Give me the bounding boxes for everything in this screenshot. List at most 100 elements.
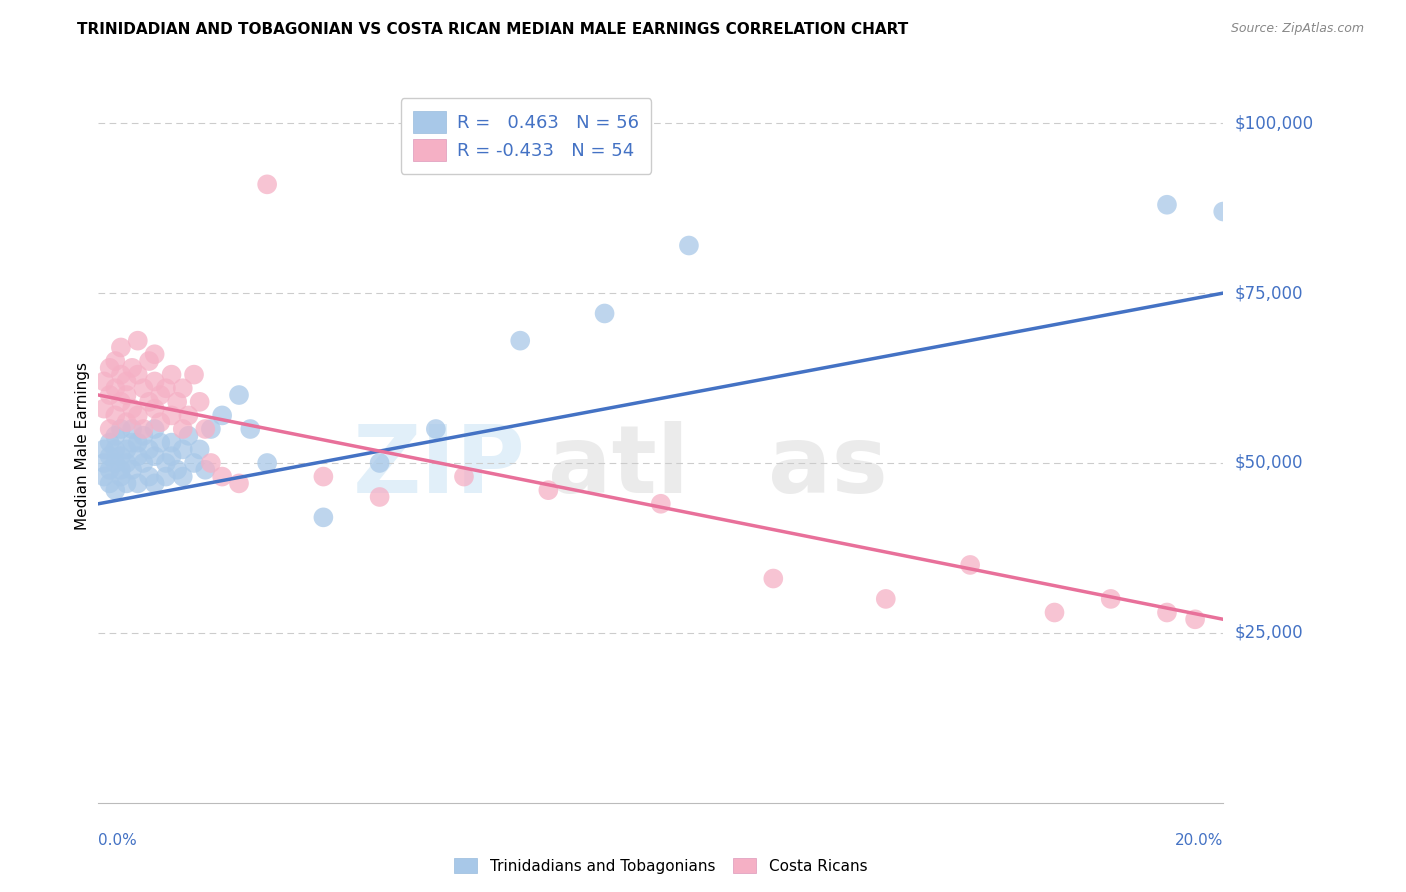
Point	[93, 401, 115, 416]
Point	[166, 463, 188, 477]
Point	[762, 572, 785, 586]
Point	[104, 381, 127, 395]
Legend: Trinidadians and Tobagonians, Costa Ricans: Trinidadians and Tobagonians, Costa Rica…	[449, 852, 873, 880]
Point	[110, 422, 132, 436]
Point	[228, 388, 250, 402]
Point	[98, 388, 121, 402]
Point	[110, 469, 132, 483]
Point	[211, 409, 233, 423]
Point	[127, 449, 149, 463]
Point	[93, 469, 115, 483]
Point	[1156, 606, 1178, 620]
Point	[115, 456, 138, 470]
Point	[149, 388, 172, 402]
Point	[132, 456, 155, 470]
Point	[1099, 591, 1122, 606]
Point	[172, 469, 194, 483]
Point	[115, 415, 138, 429]
Text: Source: ZipAtlas.com: Source: ZipAtlas.com	[1230, 22, 1364, 36]
Text: $50,000: $50,000	[1234, 454, 1303, 472]
Point	[104, 409, 127, 423]
Point	[875, 591, 897, 606]
Point	[160, 368, 183, 382]
Point	[149, 415, 172, 429]
Point	[228, 476, 250, 491]
Text: $75,000: $75,000	[1234, 284, 1303, 302]
Point	[93, 375, 115, 389]
Point	[155, 469, 177, 483]
Point	[93, 456, 115, 470]
Point	[98, 435, 121, 450]
Point	[368, 490, 391, 504]
Text: ZIP: ZIP	[353, 421, 526, 514]
Point	[127, 435, 149, 450]
Point	[115, 442, 138, 457]
Point	[143, 375, 166, 389]
Point	[115, 388, 138, 402]
Point	[93, 442, 115, 457]
Text: $25,000: $25,000	[1234, 624, 1303, 642]
Point	[138, 354, 160, 368]
Point	[425, 422, 447, 436]
Point	[132, 422, 155, 436]
Point	[678, 238, 700, 252]
Point	[509, 334, 531, 348]
Point	[194, 463, 217, 477]
Point	[172, 442, 194, 457]
Point	[160, 409, 183, 423]
Point	[110, 368, 132, 382]
Point	[188, 442, 211, 457]
Point	[1156, 198, 1178, 212]
Point	[183, 368, 205, 382]
Point	[132, 429, 155, 443]
Point	[143, 449, 166, 463]
Point	[110, 394, 132, 409]
Point	[166, 394, 188, 409]
Point	[98, 476, 121, 491]
Point	[138, 469, 160, 483]
Point	[149, 435, 172, 450]
Point	[160, 449, 183, 463]
Point	[121, 463, 143, 477]
Point	[172, 422, 194, 436]
Point	[143, 347, 166, 361]
Point	[1043, 606, 1066, 620]
Point	[188, 394, 211, 409]
Y-axis label: Median Male Earnings: Median Male Earnings	[75, 362, 90, 530]
Legend: R =   0.463   N = 56, R = -0.433   N = 54: R = 0.463 N = 56, R = -0.433 N = 54	[401, 98, 651, 174]
Point	[368, 456, 391, 470]
Point	[177, 409, 200, 423]
Point	[115, 375, 138, 389]
Point	[239, 422, 262, 436]
Point	[121, 422, 143, 436]
Text: 20.0%: 20.0%	[1175, 833, 1223, 848]
Point	[183, 456, 205, 470]
Point	[121, 401, 143, 416]
Point	[155, 381, 177, 395]
Text: TRINIDADIAN AND TOBAGONIAN VS COSTA RICAN MEDIAN MALE EARNINGS CORRELATION CHART: TRINIDADIAN AND TOBAGONIAN VS COSTA RICA…	[77, 22, 908, 37]
Point	[127, 334, 149, 348]
Point	[138, 394, 160, 409]
Point	[127, 476, 149, 491]
Text: atl: atl	[548, 421, 689, 514]
Point	[312, 469, 335, 483]
Point	[138, 442, 160, 457]
Point	[256, 178, 278, 192]
Point	[110, 449, 132, 463]
Point	[959, 558, 981, 572]
Point	[256, 456, 278, 470]
Point	[312, 510, 335, 524]
Point	[121, 435, 143, 450]
Point	[98, 422, 121, 436]
Point	[1184, 612, 1206, 626]
Point	[115, 476, 138, 491]
Point	[127, 409, 149, 423]
Point	[110, 463, 132, 477]
Point	[104, 442, 127, 457]
Point	[194, 422, 217, 436]
Point	[200, 456, 222, 470]
Point	[211, 469, 233, 483]
Point	[143, 476, 166, 491]
Point	[104, 483, 127, 498]
Text: $100,000: $100,000	[1234, 114, 1313, 132]
